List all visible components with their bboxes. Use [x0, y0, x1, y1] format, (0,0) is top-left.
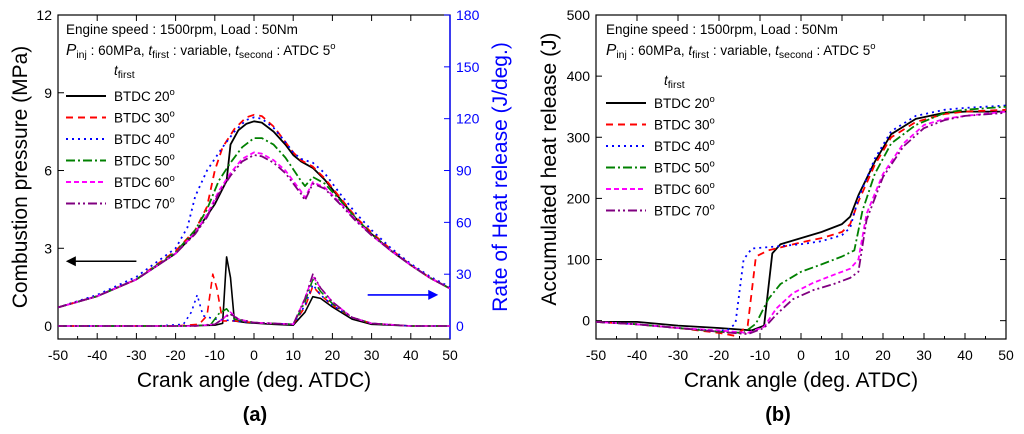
legend-title: tfirst	[114, 63, 135, 81]
legend-label-s70: BTDC 70o	[114, 195, 175, 212]
y-right-tick-label: 60	[456, 214, 472, 230]
heat-line-s60	[596, 110, 1006, 334]
x-tick-label: 50	[998, 347, 1014, 363]
y-tick-label: 100	[567, 252, 591, 268]
x-tick-label: -10	[205, 347, 225, 363]
heat-line-s20	[596, 110, 1006, 332]
y-tick-label: 0	[44, 318, 52, 334]
legend-label-s20: BTDC 20o	[114, 87, 175, 104]
legend-label-s40: BTDC 40o	[654, 137, 715, 154]
y-tick-label: 200	[567, 190, 591, 206]
y-axis-label: Accumulated heat release (J)	[538, 32, 561, 305]
y-right-tick-label: 180	[456, 7, 480, 23]
y-right-tick-label: 120	[456, 111, 480, 127]
x-tick-label: 0	[797, 347, 805, 363]
legend-label-s30: BTDC 30o	[654, 116, 715, 133]
hrr-line-s30	[58, 273, 450, 327]
x-tick-label: -30	[668, 347, 688, 363]
x-tick-label: 20	[325, 347, 341, 363]
arrow-left-head	[65, 256, 76, 267]
x-tick-label: 30	[364, 347, 380, 363]
pressure-line-s20	[58, 120, 450, 309]
panel-label-b: (b)	[765, 404, 791, 426]
y-axis-label: Combustion pressure (MPa)	[9, 46, 32, 309]
y-right-tick-label: 150	[456, 59, 480, 75]
legend-label-s70: BTDC 70o	[654, 202, 715, 219]
legend-label-s50: BTDC 50o	[654, 159, 715, 176]
panel-b: -50 -40 -30 -20 -10 0 10 20 30 40 5001002003004005…	[538, 7, 1014, 426]
hrr-line-s20	[58, 256, 450, 327]
x-tick-label: -20	[709, 347, 729, 363]
x-tick-label: -40	[87, 347, 107, 363]
x-tick-label: -20	[165, 347, 185, 363]
x-tick-label: -40	[627, 347, 647, 363]
pressure-line-s70	[58, 154, 450, 309]
x-tick-label: -10	[750, 347, 770, 363]
header-line-2: Pinj : 60MPa, tfirst : variable, tsecond…	[66, 41, 336, 61]
x-tick-label: 40	[403, 347, 419, 363]
series-group-b	[596, 104, 1006, 337]
x-tick-label: -30	[126, 347, 146, 363]
header-line-1: Engine speed : 1500rpm, Load : 50Nm	[606, 22, 838, 37]
y-right-tick-label: 0	[456, 318, 464, 334]
x-tick-label: 30	[916, 347, 932, 363]
legend-label-s60: BTDC 60o	[114, 173, 175, 190]
y-tick-label: 9	[44, 85, 52, 101]
x-tick-label: 10	[834, 347, 850, 363]
heat-line-s70	[596, 111, 1006, 335]
x-tick-label: 10	[285, 347, 301, 363]
x-tick-label: -50	[586, 347, 606, 363]
hrr-line-s40	[58, 283, 450, 327]
legend-label-s40: BTDC 40o	[114, 130, 175, 147]
x-tick-label: 50	[442, 347, 458, 363]
y-tick-label: 12	[36, 7, 52, 23]
legend-title: tfirst	[664, 73, 685, 91]
x-tick-label: 40	[957, 347, 973, 363]
y-right-axis-label: Rate of Heat release (J/deg.)	[489, 42, 512, 312]
y-tick-label: 0	[582, 313, 590, 329]
y-tick-label: 6	[44, 163, 52, 179]
arrow-right-head	[428, 289, 439, 300]
y-tick-label: 500	[567, 7, 591, 23]
x-axis-label: Crank angle (deg. ATDC)	[684, 369, 918, 392]
panel-label-a: (a)	[243, 404, 267, 426]
header-line-1: Engine speed : 1500rpm, Load : 50Nm	[66, 22, 298, 37]
legend-label-s60: BTDC 60o	[654, 180, 715, 197]
plot-frame	[595, 14, 1007, 340]
y-tick-label: 400	[567, 68, 591, 84]
hrr-line-s60	[58, 275, 450, 327]
pressure-line-s40	[58, 116, 450, 309]
y-right-tick-label: 30	[456, 266, 472, 282]
x-tick-label: -50	[48, 347, 68, 363]
x-tick-label: 0	[250, 347, 258, 363]
x-tick-label: 20	[875, 347, 891, 363]
pressure-line-s50	[58, 137, 450, 309]
legend-label-s20: BTDC 20o	[654, 94, 715, 111]
legend-label-s50: BTDC 50o	[114, 152, 175, 169]
x-axis-label: Crank angle (deg. ATDC)	[137, 369, 371, 392]
y-tick-label: 300	[567, 129, 591, 145]
heat-line-s30	[596, 108, 1006, 337]
y-right-tick-label: 90	[456, 163, 472, 179]
series-group-a	[58, 113, 450, 327]
y-tick-label: 3	[44, 240, 52, 256]
legend-label-s30: BTDC 30o	[114, 109, 175, 126]
header-line-2: Pinj : 60MPa, tfirst : variable, tsecond…	[606, 41, 876, 61]
panel-a: -50 -40 -30 -20 -10 0 10 20 30 40 5003691203060901…	[9, 7, 512, 426]
hrr-line-s50	[58, 278, 450, 327]
hrr-line-s70	[58, 273, 450, 327]
